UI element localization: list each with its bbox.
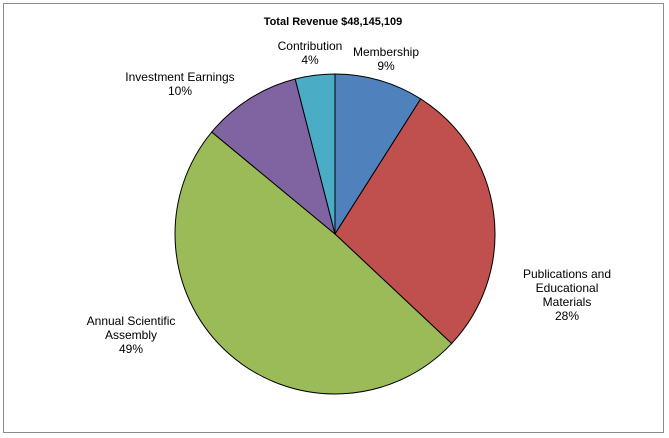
data-label-investment-earnings: Investment Earnings 10%: [125, 70, 234, 98]
data-label-category: Publications and: [523, 267, 611, 281]
data-label-percent: 9%: [377, 59, 395, 73]
data-label-category: Assembly: [105, 328, 157, 342]
pie-labels: Membership 9%Publications and Educational M…: [87, 39, 611, 356]
data-label-publications-and-educational-materials: Publications and Educational Materials 28%: [523, 267, 611, 323]
pie-slice-contribution: [294, 73, 336, 235]
data-label-category: Contribution: [278, 39, 343, 53]
data-label-category: Membership: [353, 45, 419, 59]
pie-slice-publications-and-educational-materials: [334, 98, 496, 345]
pie-slices: [174, 73, 496, 395]
data-label-category: Investment Earnings: [125, 70, 234, 84]
data-label-contribution: Contribution 4%: [278, 39, 343, 67]
data-label-percent: 49%: [119, 342, 143, 356]
pie-slice-investment-earnings: [211, 78, 336, 236]
chart-title: Total Revenue $48,145,109: [264, 16, 403, 28]
pie-slice-membership: [334, 73, 422, 236]
data-label-membership: Membership 9%: [353, 45, 419, 73]
data-label-annual-scientific-assembly: Annual Scientific Assembly 49%: [87, 314, 176, 356]
data-label-percent: 4%: [301, 53, 319, 67]
pie-slice-annual-scientific-assembly: [174, 131, 453, 395]
data-label-category: Educational: [536, 281, 599, 295]
data-label-category: Annual Scientific: [87, 314, 176, 328]
data-label-percent: 28%: [555, 309, 579, 323]
data-label-percent: 10%: [168, 84, 192, 98]
data-label-category: Materials: [543, 295, 592, 309]
